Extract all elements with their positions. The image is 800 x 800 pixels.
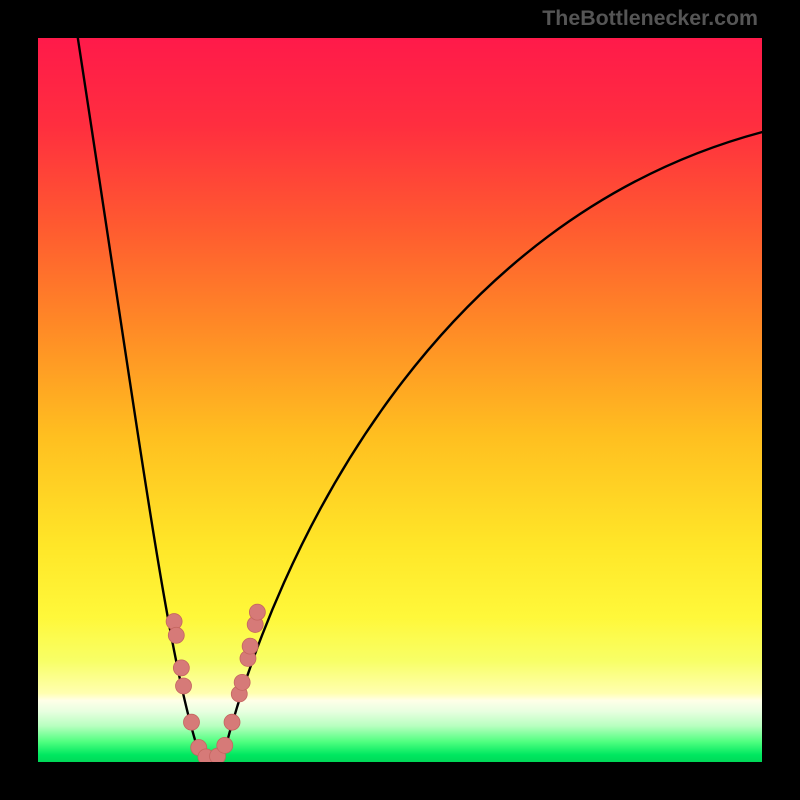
curve-marker (176, 678, 192, 694)
curve-marker (224, 714, 240, 730)
bottleneck-chart (0, 0, 800, 800)
curve-marker (168, 627, 184, 643)
curve-marker (249, 604, 265, 620)
curve-marker (234, 674, 250, 690)
plot-background (38, 38, 762, 762)
curve-marker (183, 714, 199, 730)
chart-root: TheBottlenecker.com (0, 0, 800, 800)
curve-marker (173, 660, 189, 676)
watermark-text: TheBottlenecker.com (542, 6, 758, 31)
curve-marker (242, 638, 258, 654)
curve-marker (217, 737, 233, 753)
curve-marker (166, 614, 182, 630)
